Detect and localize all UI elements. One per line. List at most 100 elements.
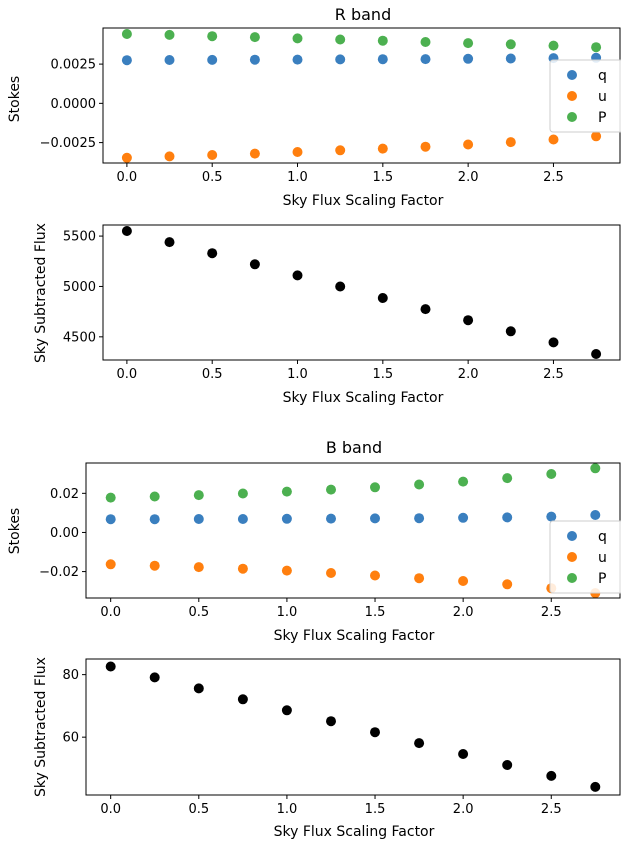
x-axis-label: Sky Flux Scaling Factor — [274, 824, 435, 840]
panel-title: B band — [326, 438, 382, 457]
x-tick-label: 2.0 — [453, 802, 474, 817]
point-flux-8 — [458, 749, 469, 759]
legend-label-u: u — [598, 89, 607, 105]
x-tick-label: 2.5 — [541, 605, 562, 620]
point-q-4 — [292, 54, 303, 65]
panel-title: R band — [335, 5, 391, 24]
point-flux-6 — [377, 293, 388, 303]
point-q-10 — [546, 511, 557, 522]
plot-area: 0.0 0.5 1.0 1.5 2.0 2.5 60 80 — [62, 658, 621, 817]
point-p-3 — [249, 32, 260, 43]
legend: q u P — [549, 520, 621, 594]
point-u-3 — [237, 563, 248, 574]
x-tick-label: 1.5 — [372, 367, 393, 382]
point-p-0 — [121, 29, 132, 39]
point-p-9 — [502, 473, 513, 484]
point-p-11 — [590, 463, 601, 474]
y-tick-label: 0.0000 — [51, 97, 97, 112]
r-band-stokes-panel: R band Stokes Sky Flux Scaling Factor 0.… — [7, 5, 621, 209]
x-axis-label: Sky Flux Scaling Factor — [274, 628, 435, 644]
x-tick-label: 0.5 — [202, 170, 223, 185]
point-p-9 — [505, 39, 516, 50]
point-flux-9 — [505, 326, 516, 337]
point-q-4 — [281, 513, 292, 524]
legend-label-q: q — [598, 68, 607, 84]
x-tick-label: 0.0 — [100, 605, 121, 620]
point-q-7 — [414, 513, 425, 524]
point-p-7 — [420, 37, 431, 47]
legend-marker-q — [567, 70, 577, 80]
point-p-11 — [591, 42, 602, 53]
point-flux-10 — [546, 770, 557, 781]
y-tick-label: −0.02 — [39, 565, 79, 580]
y-tick-label: 0.00 — [50, 526, 79, 541]
plot-area: 0.0 0.5 1.0 1.5 2.0 2.5 −0.02 0.00 0.02 — [39, 462, 621, 620]
plot-area: 0.0 0.5 1.0 1.5 2.0 2.5 4500 5000 5500 — [63, 224, 621, 382]
point-p-8 — [458, 476, 469, 487]
point-u-0 — [105, 559, 116, 570]
point-p-6 — [370, 482, 380, 493]
point-q-0 — [121, 55, 132, 66]
point-p-7 — [414, 479, 425, 490]
point-p-4 — [281, 486, 292, 497]
point-flux-1 — [149, 672, 160, 683]
point-flux-7 — [414, 738, 425, 749]
point-p-5 — [335, 34, 346, 45]
point-q-3 — [249, 54, 260, 65]
point-flux-7 — [420, 304, 431, 315]
y-axis-label: Sky Subtracted Flux — [33, 657, 49, 797]
point-flux-4 — [292, 270, 303, 281]
point-flux-10 — [548, 337, 559, 348]
y-tick-label: 0.0025 — [51, 58, 97, 73]
b-band-flux-panel: Sky Subtracted Flux Sky Flux Scaling Fac… — [33, 657, 621, 840]
point-q-6 — [370, 513, 380, 524]
point-p-1 — [149, 491, 160, 502]
point-u-8 — [458, 576, 469, 586]
x-tick-label: 2.5 — [543, 367, 564, 382]
point-q-8 — [463, 53, 474, 64]
legend: q u P — [549, 59, 621, 133]
point-p-10 — [548, 40, 559, 51]
point-q-1 — [164, 55, 175, 65]
point-u-2 — [193, 562, 204, 573]
point-flux-11 — [591, 349, 602, 359]
point-flux-5 — [335, 281, 346, 292]
y-tick-label: −0.0025 — [40, 136, 96, 151]
point-p-10 — [546, 469, 557, 479]
legend-box — [549, 59, 621, 133]
x-tick-label: 2.0 — [458, 170, 479, 185]
point-flux-11 — [590, 781, 601, 792]
y-axis-label: Stokes — [7, 76, 23, 122]
point-q-5 — [326, 513, 336, 524]
legend-label-u: u — [598, 550, 607, 566]
legend-marker-u — [567, 552, 577, 562]
point-flux-9 — [502, 760, 513, 770]
point-flux-0 — [121, 226, 132, 236]
x-tick-label: 2.5 — [541, 802, 562, 817]
legend-label-q: q — [598, 529, 607, 545]
x-axis-label: Sky Flux Scaling Factor — [283, 390, 444, 406]
point-p-0 — [105, 492, 116, 503]
point-p-6 — [377, 35, 388, 46]
point-u-1 — [164, 151, 175, 162]
point-u-6 — [370, 570, 380, 581]
point-q-9 — [505, 53, 516, 64]
x-tick-label: 1.0 — [277, 802, 298, 817]
y-tick-label: 60 — [62, 731, 79, 746]
point-u-5 — [335, 145, 346, 156]
y-tick-label: 0.02 — [50, 487, 79, 502]
legend-label-p: P — [598, 571, 606, 587]
y-axis-label: Stokes — [7, 508, 23, 554]
point-q-5 — [335, 54, 346, 65]
point-u-6 — [377, 143, 388, 154]
point-q-7 — [420, 54, 431, 65]
point-flux-3 — [237, 694, 248, 705]
x-tick-label: 1.0 — [277, 605, 298, 620]
point-p-2 — [193, 490, 204, 501]
point-q-3 — [237, 514, 248, 524]
x-tick-label: 0.0 — [117, 170, 138, 185]
x-tick-label: 1.5 — [365, 802, 386, 817]
axes-frame — [102, 27, 621, 164]
point-u-2 — [207, 150, 218, 160]
